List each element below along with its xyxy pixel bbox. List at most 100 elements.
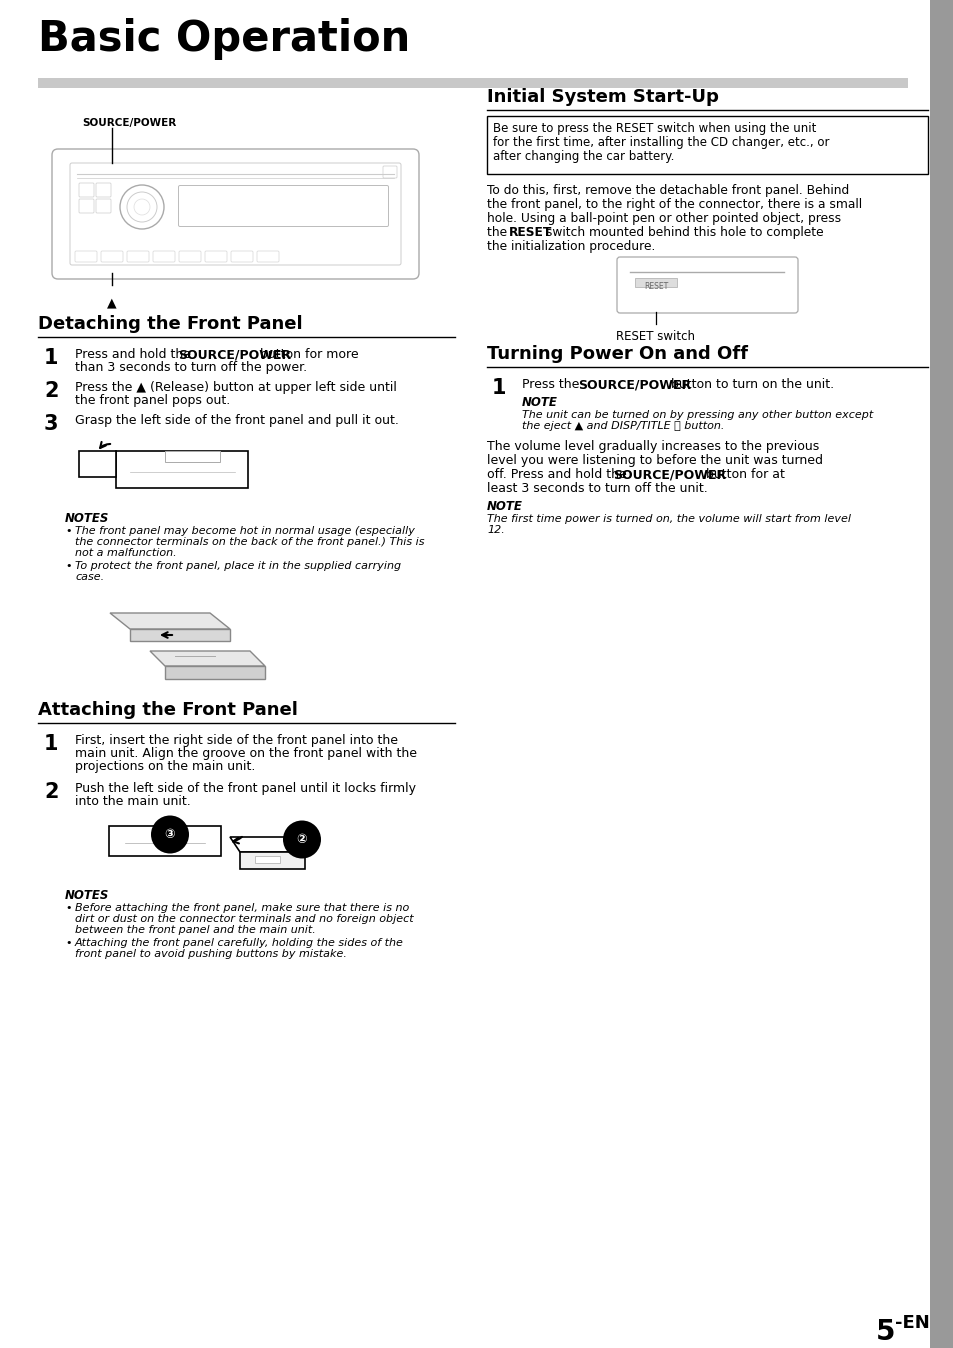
Bar	[165, 452, 220, 462]
FancyBboxPatch shape	[52, 150, 418, 279]
Text: -EN: -EN	[894, 1314, 929, 1332]
Text: RESET: RESET	[643, 282, 667, 291]
Text: 1: 1	[44, 348, 58, 368]
Text: Grasp the left side of the front panel and pull it out.: Grasp the left side of the front panel a…	[75, 414, 398, 427]
Text: case.: case.	[75, 572, 104, 582]
Text: RESET: RESET	[509, 226, 552, 239]
Text: for the first time, after installing the CD changer, etc., or: for the first time, after installing the…	[493, 136, 828, 150]
Text: NOTE: NOTE	[521, 396, 558, 408]
Text: button for more: button for more	[255, 348, 358, 361]
Text: To do this, first, remove the detachable front panel. Behind: To do this, first, remove the detachable…	[486, 183, 848, 197]
FancyBboxPatch shape	[96, 200, 111, 213]
Text: NOTE: NOTE	[486, 500, 522, 514]
Bar	[38, 78, 907, 88]
Text: To protect the front panel, place it in the supplied carrying: To protect the front panel, place it in …	[75, 561, 400, 572]
Text: SOURCE/POWER: SOURCE/POWER	[578, 377, 690, 391]
FancyBboxPatch shape	[179, 251, 201, 262]
Polygon shape	[150, 651, 265, 666]
Text: button for at: button for at	[701, 468, 784, 481]
FancyBboxPatch shape	[75, 251, 97, 262]
FancyBboxPatch shape	[116, 452, 248, 488]
Circle shape	[120, 185, 164, 229]
Text: off. Press and hold the: off. Press and hold the	[486, 468, 630, 481]
FancyBboxPatch shape	[127, 251, 149, 262]
FancyBboxPatch shape	[382, 166, 396, 178]
Text: Attaching the Front Panel: Attaching the Front Panel	[38, 701, 297, 718]
Circle shape	[133, 200, 150, 214]
Text: dirt or dust on the connector terminals and no foreign object: dirt or dust on the connector terminals …	[75, 914, 414, 923]
Text: 5: 5	[875, 1318, 894, 1347]
Text: Detaching the Front Panel: Detaching the Front Panel	[38, 315, 302, 333]
Text: 2: 2	[44, 381, 58, 400]
Text: Be sure to press the RESET switch when using the unit: Be sure to press the RESET switch when u…	[493, 123, 816, 135]
Text: 12.: 12.	[486, 524, 504, 535]
Text: First, insert the right side of the front panel into the: First, insert the right side of the fron…	[75, 735, 397, 747]
Text: Attaching the front panel carefully, holding the sides of the: Attaching the front panel carefully, hol…	[75, 938, 403, 948]
Text: •: •	[65, 938, 71, 948]
Polygon shape	[165, 666, 265, 679]
Text: •: •	[65, 526, 71, 537]
Text: The volume level gradually increases to the previous: The volume level gradually increases to …	[486, 439, 819, 453]
Text: SOURCE/POWER: SOURCE/POWER	[178, 348, 291, 361]
FancyBboxPatch shape	[152, 251, 174, 262]
Text: Basic Operation: Basic Operation	[38, 18, 410, 61]
Circle shape	[127, 191, 157, 222]
FancyBboxPatch shape	[70, 163, 400, 266]
Text: The first time power is turned on, the volume will start from level: The first time power is turned on, the v…	[486, 514, 850, 524]
Text: least 3 seconds to turn off the unit.: least 3 seconds to turn off the unit.	[486, 483, 707, 495]
Polygon shape	[130, 630, 230, 642]
Text: •: •	[65, 561, 71, 572]
Text: 1: 1	[492, 377, 506, 398]
Text: NOTES: NOTES	[65, 888, 110, 902]
Text: Push the left side of the front panel until it locks firmly: Push the left side of the front panel un…	[75, 782, 416, 795]
Text: after changing the car battery.: after changing the car battery.	[493, 150, 674, 163]
Text: RESET switch: RESET switch	[616, 330, 695, 342]
Text: hole. Using a ball-point pen or other pointed object, press: hole. Using a ball-point pen or other po…	[486, 212, 841, 225]
Text: ②: ②	[296, 833, 307, 847]
Text: into the main unit.: into the main unit.	[75, 795, 191, 807]
FancyBboxPatch shape	[79, 183, 94, 197]
Text: ▲: ▲	[107, 297, 116, 309]
Text: Press the ▲ (Release) button at upper left side until: Press the ▲ (Release) button at upper le…	[75, 381, 396, 394]
Polygon shape	[230, 837, 305, 852]
FancyBboxPatch shape	[617, 257, 797, 313]
Text: the front panel, to the right of the connector, there is a small: the front panel, to the right of the con…	[486, 198, 862, 212]
FancyBboxPatch shape	[178, 186, 388, 226]
Bar	[254, 856, 280, 863]
Text: main unit. Align the groove on the front panel with the: main unit. Align the groove on the front…	[75, 747, 416, 760]
Text: the: the	[486, 226, 511, 239]
Bar	[486, 116, 927, 174]
Text: Initial System Start-Up: Initial System Start-Up	[486, 88, 719, 106]
Text: switch mounted behind this hole to complete: switch mounted behind this hole to compl…	[541, 226, 822, 239]
Text: 1: 1	[44, 735, 58, 754]
Text: projections on the main unit.: projections on the main unit.	[75, 760, 255, 772]
Text: NOTES: NOTES	[65, 512, 110, 524]
FancyBboxPatch shape	[101, 251, 123, 262]
Text: front panel to avoid pushing buttons by mistake.: front panel to avoid pushing buttons by …	[75, 949, 347, 958]
Text: level you were listening to before the unit was turned: level you were listening to before the u…	[486, 454, 822, 466]
Bar	[635, 278, 677, 287]
FancyBboxPatch shape	[96, 183, 111, 197]
Text: SOURCE/POWER: SOURCE/POWER	[613, 468, 725, 481]
Text: SOURCE/POWER: SOURCE/POWER	[82, 119, 176, 128]
FancyBboxPatch shape	[205, 251, 227, 262]
Text: not a malfunction.: not a malfunction.	[75, 549, 176, 558]
Text: the connector terminals on the back of the front panel.) This is: the connector terminals on the back of t…	[75, 537, 424, 547]
Polygon shape	[110, 613, 230, 630]
Text: •: •	[65, 903, 71, 913]
FancyBboxPatch shape	[109, 826, 221, 856]
Text: ③: ③	[165, 828, 175, 841]
Text: The front panel may become hot in normal usage (especially: The front panel may become hot in normal…	[75, 526, 415, 537]
Polygon shape	[240, 852, 305, 869]
FancyBboxPatch shape	[231, 251, 253, 262]
FancyBboxPatch shape	[256, 251, 278, 262]
Text: Before attaching the front panel, make sure that there is no: Before attaching the front panel, make s…	[75, 903, 409, 913]
Text: Press and hold the: Press and hold the	[75, 348, 194, 361]
Text: button to turn on the unit.: button to turn on the unit.	[666, 377, 833, 391]
FancyBboxPatch shape	[79, 452, 116, 477]
Text: between the front panel and the main unit.: between the front panel and the main uni…	[75, 925, 315, 936]
Text: the initialization procedure.: the initialization procedure.	[486, 240, 655, 253]
Text: than 3 seconds to turn off the power.: than 3 seconds to turn off the power.	[75, 361, 307, 373]
Text: 2: 2	[44, 782, 58, 802]
Text: 3: 3	[44, 414, 58, 434]
